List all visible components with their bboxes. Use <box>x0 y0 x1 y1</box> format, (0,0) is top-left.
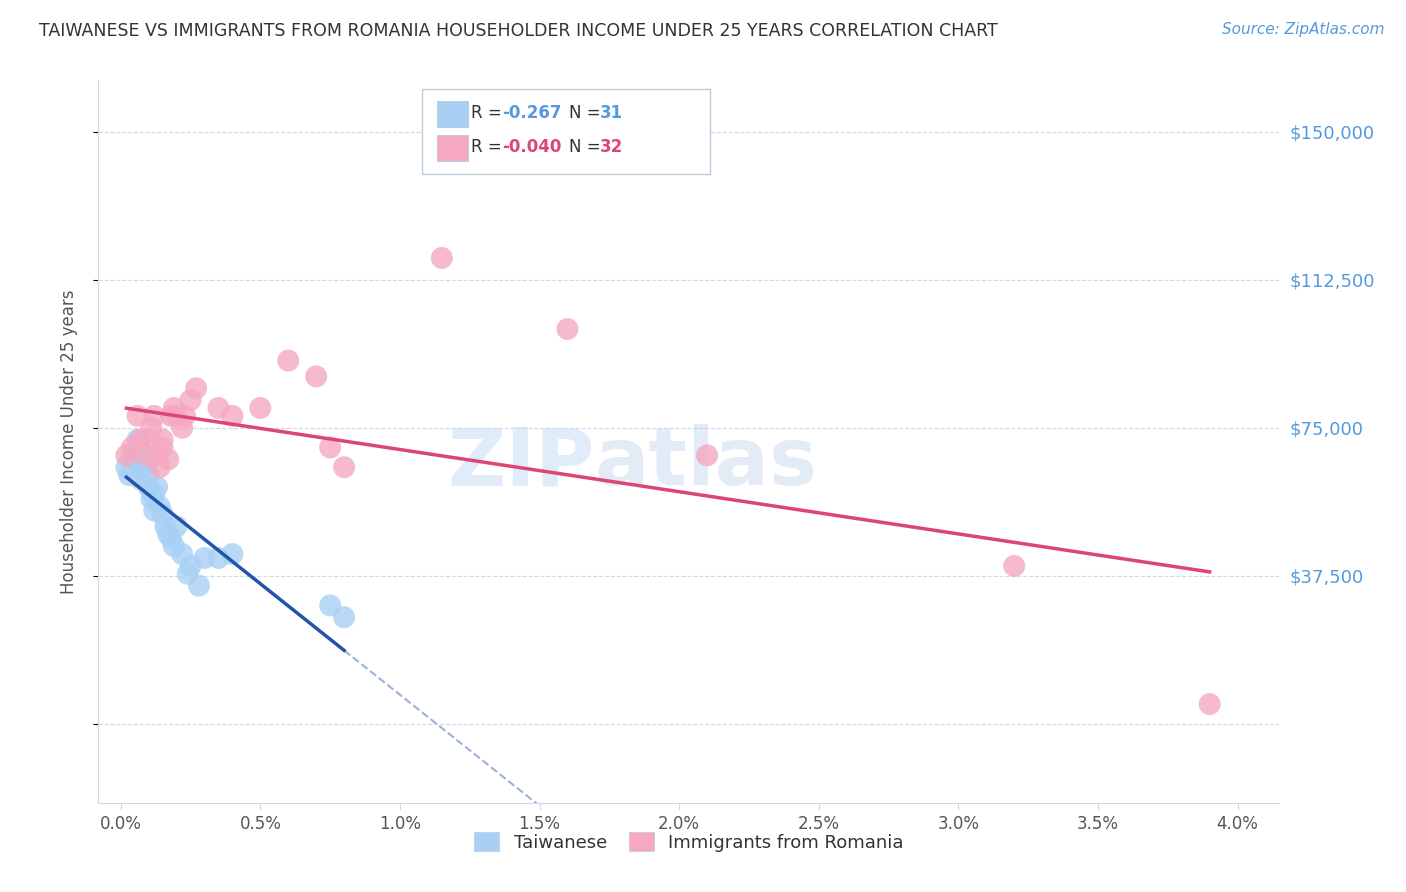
Point <box>166 519 188 533</box>
Point <box>333 610 356 624</box>
Point <box>207 551 229 566</box>
Text: ZIP: ZIP <box>447 425 595 502</box>
Point <box>160 531 183 545</box>
Text: -0.040: -0.040 <box>502 137 561 155</box>
Point <box>207 401 229 415</box>
Point <box>146 480 169 494</box>
Text: R =: R = <box>471 103 508 121</box>
Point <box>163 539 186 553</box>
Point <box>149 500 172 514</box>
Point <box>129 433 152 447</box>
Point <box>129 472 152 486</box>
Point <box>143 488 166 502</box>
Text: atlas: atlas <box>595 425 817 502</box>
Point <box>557 322 579 336</box>
Point <box>305 369 328 384</box>
Point <box>143 409 166 423</box>
Point <box>430 251 453 265</box>
Point <box>132 448 155 462</box>
Point <box>127 433 149 447</box>
Point <box>149 460 172 475</box>
Text: N =: N = <box>569 103 606 121</box>
Point <box>333 460 356 475</box>
Point <box>152 508 174 522</box>
Text: Source: ZipAtlas.com: Source: ZipAtlas.com <box>1222 22 1385 37</box>
Point <box>163 401 186 415</box>
Point <box>141 421 163 435</box>
Point <box>155 519 177 533</box>
Point <box>221 409 243 423</box>
Point <box>172 547 194 561</box>
Point <box>124 448 146 462</box>
Text: 32: 32 <box>600 137 624 155</box>
Point <box>186 381 208 395</box>
Text: R =: R = <box>471 137 508 155</box>
Point <box>319 599 342 613</box>
Point <box>135 448 157 462</box>
Point <box>141 491 163 506</box>
Text: TAIWANESE VS IMMIGRANTS FROM ROMANIA HOUSEHOLDER INCOME UNDER 25 YEARS CORRELATI: TAIWANESE VS IMMIGRANTS FROM ROMANIA HOU… <box>39 22 998 40</box>
Point <box>1002 558 1025 573</box>
Point <box>129 460 152 475</box>
Point <box>177 566 200 581</box>
Point <box>115 448 138 462</box>
Point <box>146 448 169 462</box>
Point <box>166 409 188 423</box>
Point <box>138 480 160 494</box>
Point <box>152 433 174 447</box>
Point <box>696 448 718 462</box>
Point <box>115 460 138 475</box>
Point <box>143 503 166 517</box>
Point <box>121 452 143 467</box>
Point <box>180 393 202 408</box>
Point <box>160 409 183 423</box>
Point <box>174 409 197 423</box>
Text: 31: 31 <box>600 103 623 121</box>
Point <box>135 456 157 470</box>
Point <box>138 433 160 447</box>
Point <box>121 441 143 455</box>
Point <box>319 441 342 455</box>
Legend: Taiwanese, Immigrants from Romania: Taiwanese, Immigrants from Romania <box>467 825 911 859</box>
Point <box>1198 697 1220 711</box>
Text: -0.267: -0.267 <box>502 103 561 121</box>
Point <box>152 441 174 455</box>
Point <box>187 579 209 593</box>
Point <box>157 527 180 541</box>
Point <box>118 468 141 483</box>
Y-axis label: Householder Income Under 25 years: Householder Income Under 25 years <box>59 289 77 594</box>
Point <box>277 353 299 368</box>
Point <box>172 421 194 435</box>
Point <box>193 551 215 566</box>
Point <box>221 547 243 561</box>
Point <box>249 401 271 415</box>
Text: N =: N = <box>569 137 606 155</box>
Point <box>180 558 202 573</box>
Point <box>157 452 180 467</box>
Point <box>127 409 149 423</box>
Point <box>138 468 160 483</box>
